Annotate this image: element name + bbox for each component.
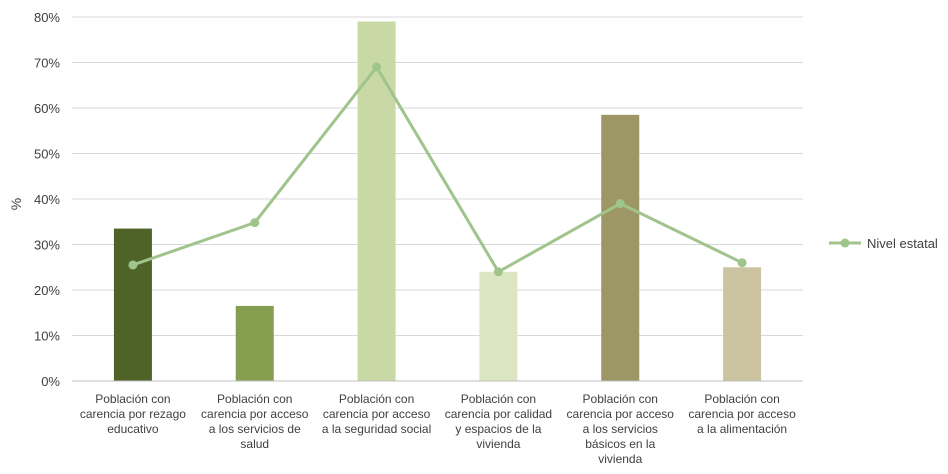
line-point <box>493 267 503 277</box>
x-category-label: Población con carencia por acceso a los se… <box>201 392 309 451</box>
x-category-label-line: vivienda <box>598 452 642 466</box>
x-category-label-line: a los servicios <box>583 422 658 436</box>
x-category-label-line: Población con <box>583 392 658 406</box>
line-point <box>372 62 382 72</box>
y-tick-label: 50% <box>34 147 60 162</box>
x-category-label-line: Población con <box>95 392 170 406</box>
y-axis-ticks: 0% 10% 20% 30% 40% 50% 60% 70% 80% <box>34 10 60 389</box>
x-category-label-line: carencia por acceso <box>567 407 675 421</box>
y-tick-label: 30% <box>34 238 60 253</box>
x-category-label-line: carencia por acceso <box>323 407 431 421</box>
line-point <box>615 199 625 209</box>
y-tick-label: 80% <box>34 10 60 25</box>
x-category-label-line: Población con <box>461 392 536 406</box>
line-point <box>250 218 260 228</box>
bars <box>113 21 762 382</box>
x-category-label: Población con carencia por calidad y espac… <box>445 392 552 451</box>
legend-dot-marker <box>840 238 850 248</box>
line-point <box>737 258 747 268</box>
y-tick-label: 20% <box>34 283 60 298</box>
bar <box>479 271 518 381</box>
x-category-label-line: carencia por acceso <box>201 407 309 421</box>
x-category-label-line: básicos en la <box>585 437 655 451</box>
x-category-label-line: Población con <box>339 392 414 406</box>
y-tick-label: 60% <box>34 101 60 116</box>
x-category-label-line: Población con <box>217 392 292 406</box>
x-category-label-line: a la alimentación <box>697 422 787 436</box>
y-tick-label: 0% <box>41 374 60 389</box>
bar <box>235 305 274 381</box>
gridlines <box>72 16 803 336</box>
x-axis-categories: Población con carencia por rezago educativ… <box>80 392 796 466</box>
x-category-label-line: salud <box>240 437 269 451</box>
x-category-label-line: carencia por rezago <box>80 407 186 421</box>
y-tick-label: 10% <box>34 329 60 344</box>
y-tick-label: 70% <box>34 56 60 71</box>
bar <box>357 21 396 382</box>
x-category-label: Población con carencia por acceso a la seg… <box>322 392 431 436</box>
y-tick-label: 40% <box>34 192 60 207</box>
x-category-label-line: a la seguridad social <box>322 422 431 436</box>
bar <box>113 228 152 381</box>
y-axis-label: % <box>8 198 24 210</box>
x-category-label-line: educativo <box>107 422 159 436</box>
x-category-label: Población con carencia por acceso a la ali… <box>688 392 796 436</box>
x-category-label-line: y espacios de la <box>455 422 541 436</box>
bar <box>601 114 640 381</box>
legend-entry-nivel-estatal: Nivel estatal <box>867 236 938 251</box>
x-category-label: Población con carencia por acceso a los se… <box>567 392 675 466</box>
x-category-label-line: Población con <box>704 392 779 406</box>
line-series <box>128 62 747 277</box>
legend: Nivel estatal <box>829 236 938 251</box>
line-series-path <box>132 65 743 274</box>
line-point <box>128 260 138 270</box>
x-category-label: Población con carencia por rezago educativ… <box>80 392 186 436</box>
bar <box>723 267 762 381</box>
x-category-label-line: vivienda <box>476 437 520 451</box>
x-category-label-line: carencia por calidad <box>445 407 552 421</box>
x-category-label-line: carencia por acceso <box>688 407 796 421</box>
x-category-label-line: a los servicios de <box>209 422 301 436</box>
